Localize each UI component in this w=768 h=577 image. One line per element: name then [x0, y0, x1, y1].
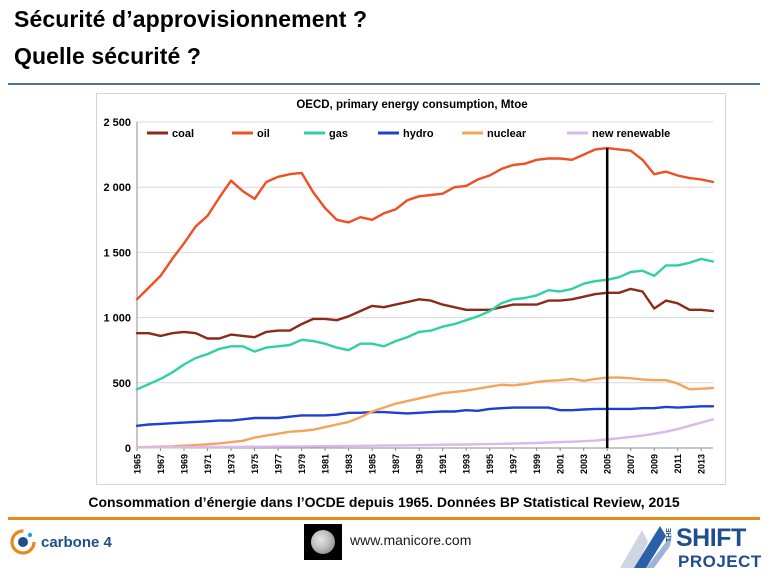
y-tick-label: 2 500: [103, 117, 131, 129]
x-tick-label: 1997: [509, 454, 519, 474]
shift-the-label: THE: [666, 528, 673, 542]
x-tick-label: 1967: [156, 454, 166, 474]
x-tick-label: 1983: [344, 454, 354, 474]
x-tick-label: 1985: [368, 454, 378, 474]
project-label: PROJECT: [678, 552, 762, 571]
carbone4-swirl-icon: [10, 529, 36, 555]
shift-swoosh-icon: [620, 526, 672, 568]
x-tick-label: 2013: [697, 454, 707, 474]
moon-logo: [304, 524, 342, 560]
y-axis-ticks: 0 500 1 000 1 500 2 000 2 500: [103, 117, 131, 455]
series-line-coal: [135, 287, 715, 340]
x-tick-label: 2011: [673, 454, 683, 474]
legend-label-coal: coal: [172, 128, 194, 140]
y-tick-label: 1 500: [103, 247, 131, 259]
x-tick-label: 1995: [485, 454, 495, 474]
x-tick-label: 1965: [133, 454, 143, 474]
x-tick-label: 1993: [462, 454, 472, 474]
shift-label: SHIFT: [676, 524, 746, 552]
x-tick-label: 1979: [297, 454, 307, 474]
x-tick-label: 1987: [391, 454, 401, 474]
y-tick-label: 500: [113, 378, 131, 390]
slide-title-line-2: Quelle sécurité ?: [14, 43, 202, 69]
series-line-nuclear: [135, 376, 715, 449]
series-line-new-renewable: [135, 418, 715, 449]
legend-label-nuclear: nuclear: [487, 128, 527, 140]
series-line-gas: [135, 257, 715, 391]
x-tick-label: 1975: [250, 454, 260, 474]
y-tick-label: 2 000: [103, 182, 131, 194]
title-divider: [8, 83, 760, 85]
series-line-oil: [135, 146, 715, 301]
footer-divider: [8, 517, 760, 520]
x-tick-label: 2005: [603, 454, 613, 474]
x-tick-label: 2007: [626, 454, 636, 474]
x-tick-label: 2003: [579, 454, 589, 474]
chart-title: OECD, primary energy consumption, Mtoe: [296, 99, 527, 111]
x-tick-label: 1991: [438, 454, 448, 474]
x-tick-label: 1971: [203, 454, 213, 474]
carbone4-label: carbone 4: [41, 533, 112, 551]
slide-title-line-1: Sécurité d’approvisionnement ?: [14, 6, 368, 32]
legend-label-hydro: hydro: [403, 128, 434, 140]
x-tick-label: 2009: [650, 454, 660, 474]
carbone4-logo[interactable]: carbone 4: [10, 524, 112, 560]
legend-label-gas: gas: [329, 128, 348, 140]
x-tick-label: 2001: [556, 454, 566, 474]
series-line-hydro: [135, 405, 715, 427]
gridlines: [136, 121, 713, 449]
line-chart: OECD, primary energy consumption, Mtoe 0…: [103, 99, 715, 474]
chart-caption: Consommation d’énergie dans l’OCDE depui…: [88, 494, 680, 510]
y-tick-label: 1 000: [103, 313, 131, 325]
y-tick-label: 0: [125, 443, 131, 455]
x-tick-label: 1973: [227, 454, 237, 474]
legend: coal oil gas hydro nuclear new renewable: [147, 128, 670, 140]
x-tick-label: 1977: [274, 454, 284, 474]
series-lines: [135, 146, 715, 449]
x-tick-label: 1981: [321, 454, 331, 474]
x-tick-label: 1989: [415, 454, 425, 474]
x-tick-label: 1999: [532, 454, 542, 474]
moon-icon: [311, 530, 335, 554]
legend-label-oil: oil: [257, 128, 270, 140]
x-tick-label: 1969: [180, 454, 190, 474]
chart-panel: OECD, primary energy consumption, Mtoe 0…: [96, 93, 726, 485]
website-link[interactable]: www.manicore.com: [350, 532, 472, 548]
legend-label-new-renewable: new renewable: [592, 128, 670, 140]
x-axis-ticks: 1965 1967 1969 1971 1973 1975 1977 1979 1981 1983…: [133, 448, 707, 474]
shift-project-logo[interactable]: THE SHIFT PROJECT: [616, 522, 762, 574]
